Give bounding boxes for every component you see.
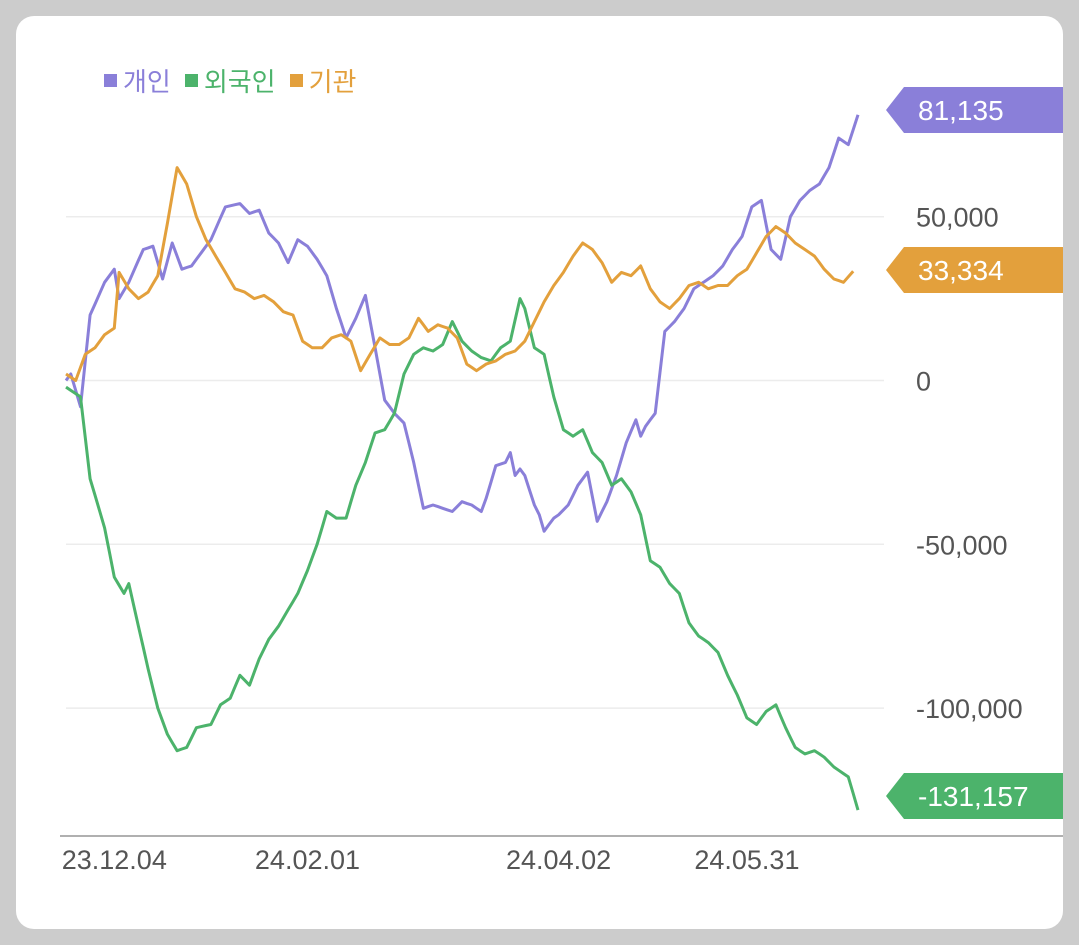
y-tick-label: -50,000 bbox=[916, 530, 1008, 560]
value-tag-shape bbox=[886, 247, 1063, 293]
legend-label: 기관 bbox=[308, 67, 357, 97]
series-line-외국인 bbox=[65, 297, 860, 811]
y-tick-label: 50,000 bbox=[916, 203, 999, 233]
chart-card: 개인 외국인 기관 50,000 0 -50,000 -100,000 23.12.04 24… bbox=[16, 16, 1063, 929]
value-tag-shape bbox=[886, 87, 1063, 133]
series-line-기관 bbox=[65, 166, 855, 382]
chart-legend: 개인 외국인 기관 bbox=[104, 62, 356, 99]
x-tick-label: 24.02.01 bbox=[255, 845, 360, 875]
x-tick-label: 24.05.31 bbox=[694, 845, 799, 875]
legend-item-외국인: 외국인 bbox=[184, 62, 276, 99]
x-tick-label: 24.04.02 bbox=[506, 845, 611, 875]
legend-swatch bbox=[289, 74, 303, 87]
value-tag-외국인: -131,157 bbox=[886, 773, 1063, 819]
y-tick-label: -100,000 bbox=[916, 694, 1023, 724]
x-tick-label: 23.12.04 bbox=[62, 845, 167, 875]
line-chart: 50,000 0 -50,000 -100,000 23.12.04 24.02.01 24… bbox=[60, 87, 1063, 875]
series-line-개인 bbox=[64, 114, 860, 533]
value-tag-label: -131,157 bbox=[918, 781, 1029, 812]
legend-item-개인: 개인 bbox=[104, 62, 171, 99]
legend-label: 외국인 bbox=[203, 67, 276, 97]
y-tick-label: 0 bbox=[916, 367, 931, 397]
legend-item-기관: 기관 bbox=[289, 62, 357, 99]
value-tag-개인: 81,135 bbox=[886, 87, 1063, 133]
value-tag-label: 33,334 bbox=[918, 255, 1004, 286]
value-tag-label: 81,135 bbox=[918, 95, 1004, 126]
value-tag-기관: 33,334 bbox=[886, 247, 1063, 293]
legend-label: 개인 bbox=[123, 67, 171, 97]
value-tag-shape bbox=[886, 773, 1063, 819]
legend-swatch bbox=[184, 74, 198, 87]
legend-swatch bbox=[104, 74, 117, 87]
